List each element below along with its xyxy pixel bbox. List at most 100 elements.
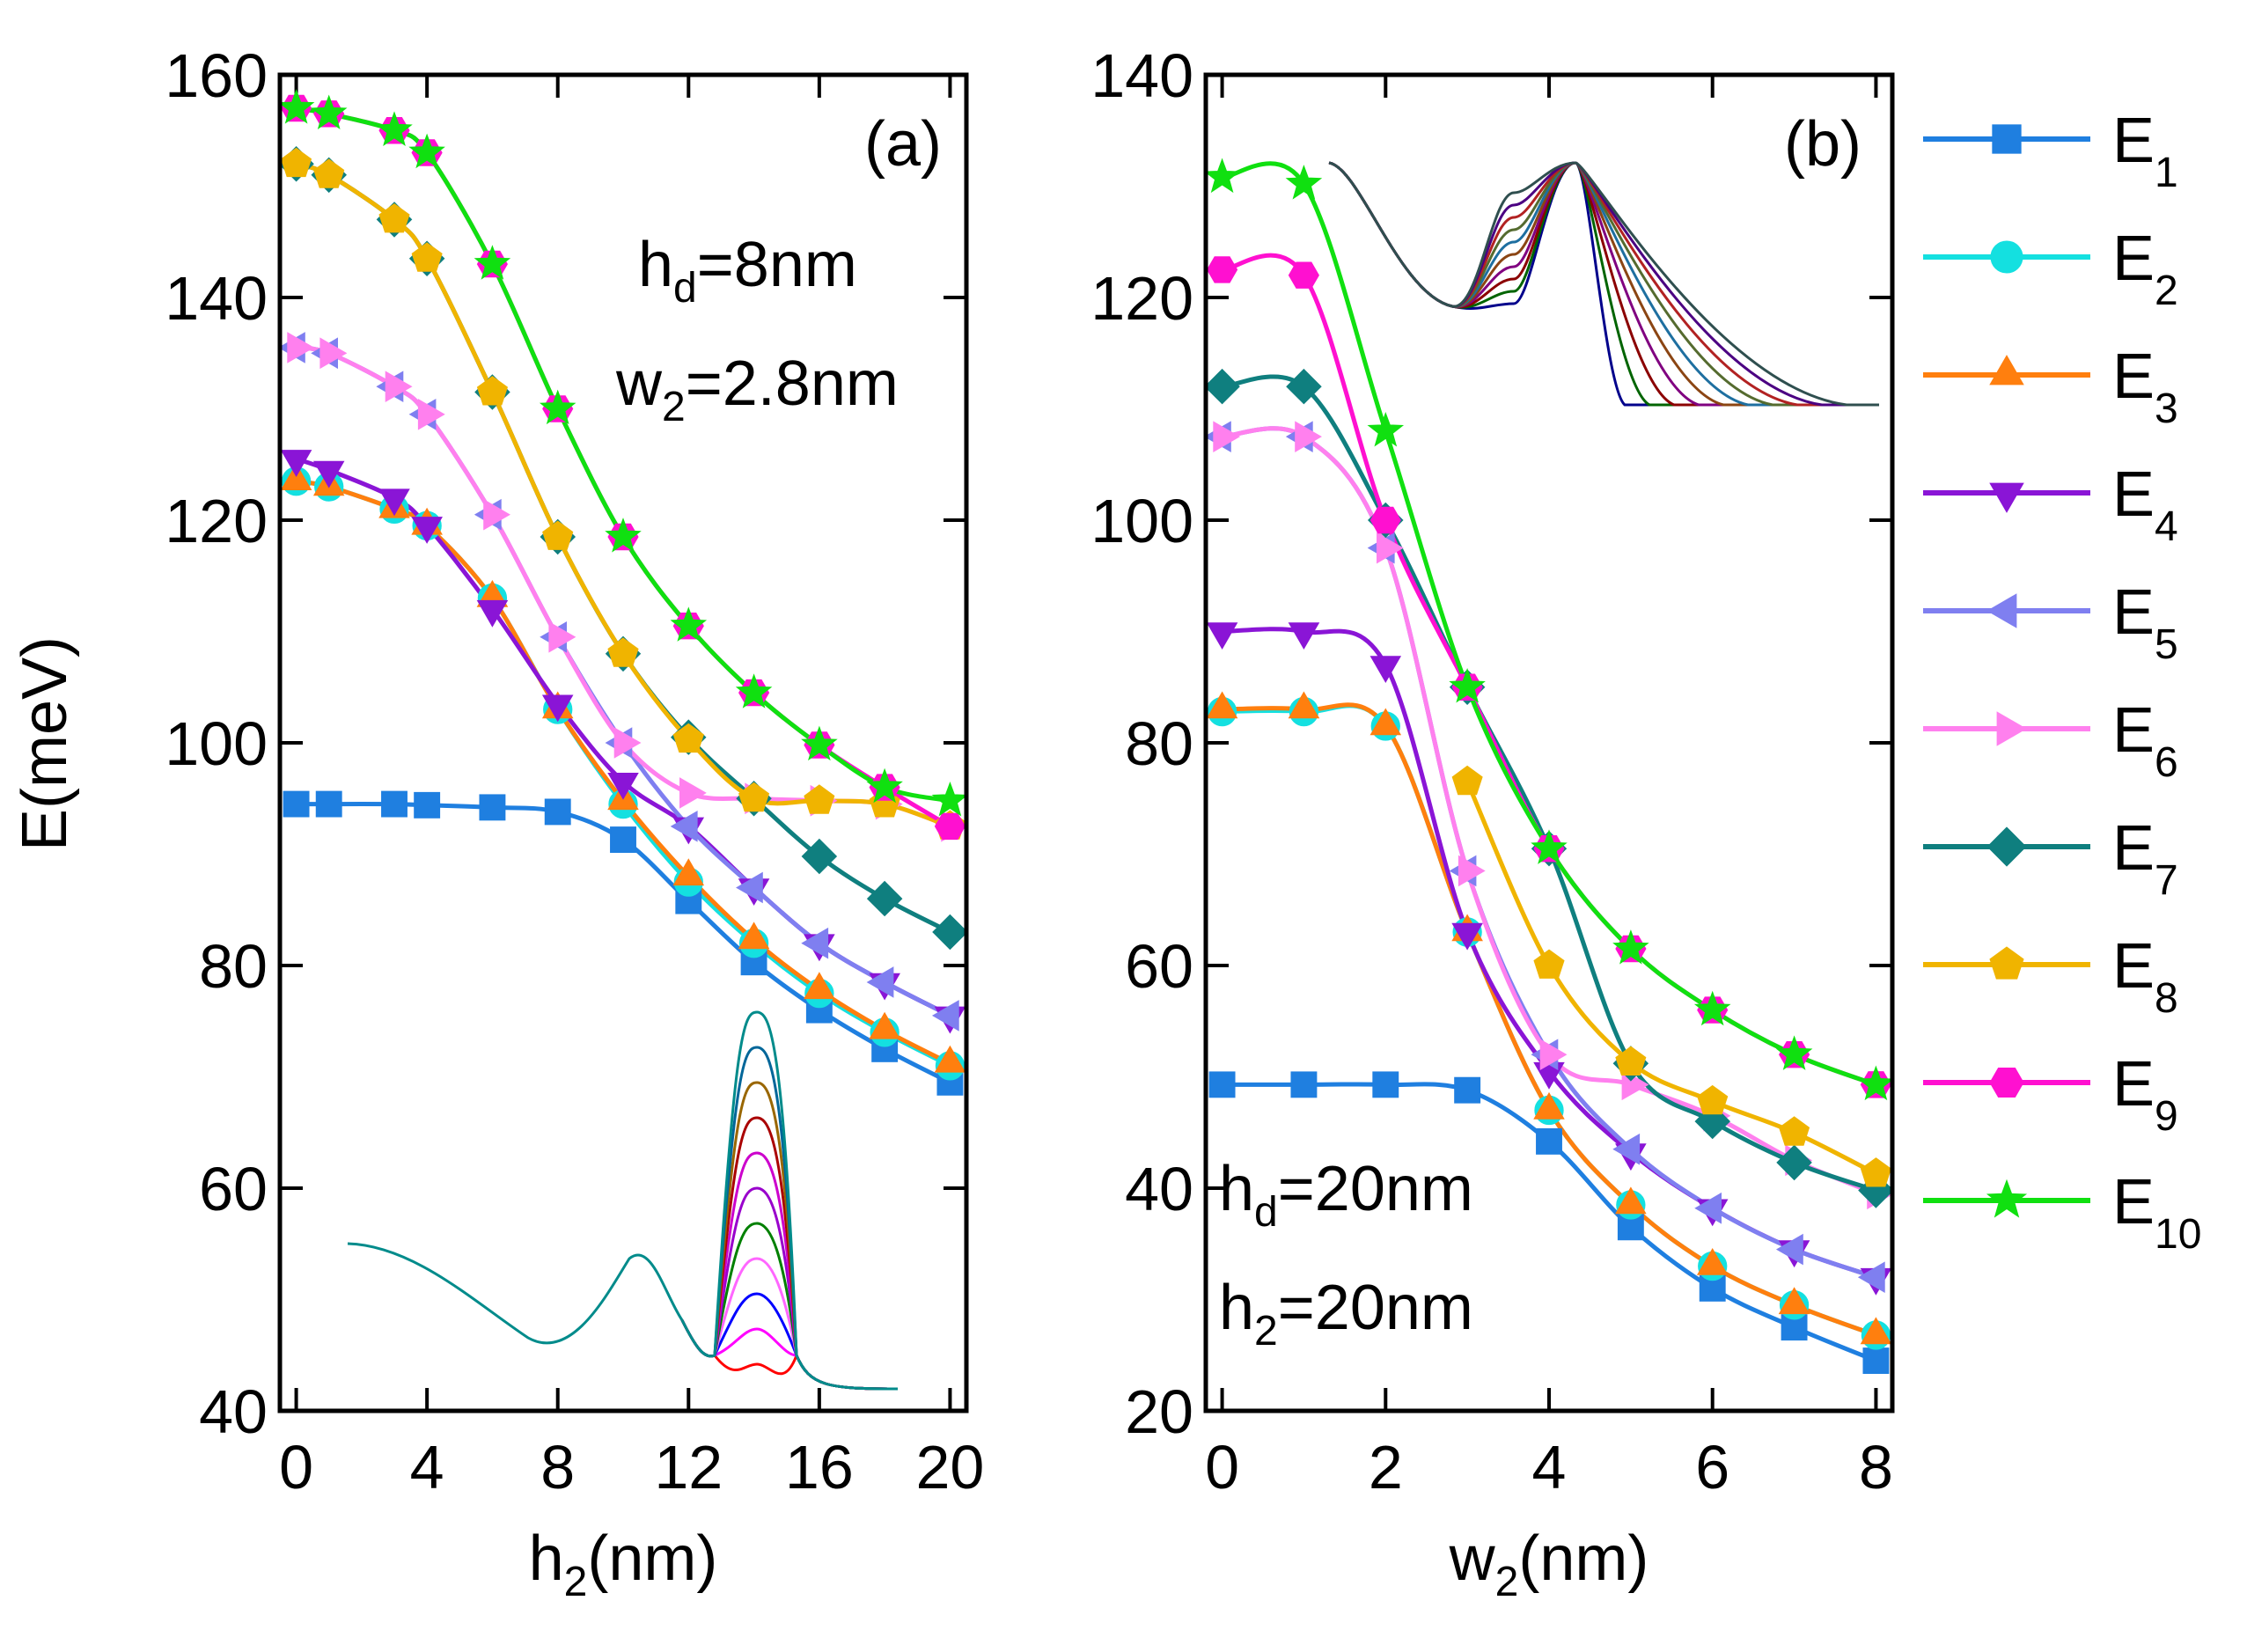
panel-b-series-line-E10: [1222, 161, 1877, 1087]
panel-a-point-E6: [548, 621, 576, 653]
panel-a-point-E8: [672, 723, 704, 753]
panel-b-point-E10: [1449, 667, 1486, 703]
panel-a-point-E6: [417, 399, 445, 430]
panel-b-point-E3: [1778, 1287, 1810, 1315]
panel-b-point-E9: [1288, 261, 1319, 289]
panel-b-series-line-E7: [1222, 374, 1877, 1193]
panel-a-xtick-label: 4: [410, 1433, 444, 1501]
panel-b-point-E10: [1693, 990, 1731, 1026]
panel-a-point-E3: [934, 1045, 966, 1073]
panel-b-point-E5: [1612, 1133, 1641, 1165]
panel-b-inset-curves: [1328, 161, 1879, 407]
panel-a-point-E10: [931, 781, 969, 817]
panel-a-point-E6: [679, 777, 707, 809]
panel-a-point-E10: [310, 94, 348, 129]
panel-a-point-E4: [378, 488, 410, 517]
legend-entry-E1: E1: [1923, 106, 2178, 196]
panel-a-point-E10: [376, 111, 413, 146]
panel-a-point-E4: [541, 694, 574, 723]
panel-b-point-E4: [1369, 656, 1402, 684]
panel-a-point-E8: [313, 158, 345, 188]
panel-b-point-E8: [1860, 1157, 1891, 1187]
panel-b-point-E6: [1213, 421, 1241, 452]
legend-label: E1: [2112, 106, 2178, 196]
legend: E1 E2 E3 E4 E5 E6 E7 E8 E9 E10: [1923, 106, 2201, 1258]
panel-b-label: (b): [1784, 109, 1861, 180]
panel-b-point-E7: [1204, 368, 1240, 405]
legend-marker: [1992, 124, 2022, 154]
panel-a-point-E10: [539, 389, 576, 425]
panel-a-point-E6: [385, 371, 413, 402]
panel-b-point-E3: [1615, 1186, 1647, 1215]
panel-b-ytick-label: 40: [1125, 1155, 1193, 1223]
panel-a-point-E1: [544, 798, 571, 826]
panel-b-annotation-1: hd=20nm: [1219, 1154, 1473, 1236]
legend-marker: [1989, 946, 2024, 980]
panel-a-inset-curve-base: [347, 1242, 684, 1345]
panel-b-series-line-E6: [1222, 426, 1877, 1196]
panel-a-y-axis-title: E(meV): [10, 636, 80, 851]
panel-b-point-E8: [1451, 765, 1483, 796]
legend-marker: [1986, 1178, 2028, 1218]
panel-b-xtick-label: 4: [1532, 1433, 1567, 1501]
legend-entry-E3: E3: [1923, 341, 2178, 432]
panel-b-point-E5: [1776, 1233, 1803, 1266]
panel-a-point-E10: [605, 518, 642, 553]
panel-b-point-E3: [1288, 691, 1320, 719]
panel-b-point-E1: [1862, 1347, 1890, 1375]
panel-a-point-E5: [866, 966, 894, 998]
panel-a-point-E10: [670, 606, 708, 642]
panel-a-xtick-label: 20: [915, 1433, 984, 1501]
panel-a-series: [277, 89, 969, 1096]
panel-a-point-E4: [280, 450, 312, 478]
panel-b-point-E1: [1208, 1071, 1236, 1098]
panel-a-ytick-label: 60: [199, 1155, 268, 1223]
panel-a-annotation-1: hd=8nm: [638, 230, 857, 312]
legend-label: E10: [2112, 1167, 2201, 1258]
panel-a-point-E10: [474, 245, 511, 280]
panel-b-point-E4: [1451, 922, 1483, 951]
legend-marker: [1989, 482, 2024, 513]
panel-b-point-E10: [1285, 165, 1323, 200]
panel-b-point-E8: [1615, 1046, 1647, 1076]
legend-label: E8: [2112, 931, 2178, 1022]
panel-b-point-E3: [1696, 1247, 1729, 1275]
panel-b-point-E1: [1290, 1071, 1318, 1098]
panel-b-point-E10: [1857, 1065, 1895, 1101]
panel-a-point-E8: [738, 782, 770, 812]
legend-label: E5: [2112, 577, 2178, 668]
panel-b-point-E5: [1694, 1192, 1722, 1224]
panel-a-point-E10: [408, 133, 445, 169]
panel-a-point-E8: [607, 637, 639, 667]
panel-a-ytick-label: 160: [165, 41, 268, 110]
panel-b-series: [1203, 158, 1895, 1375]
panel-a-ytick-label: 140: [165, 264, 268, 333]
panel-b-ytick-label: 80: [1125, 709, 1193, 778]
legend-entry-E5: E5: [1923, 577, 2178, 668]
panel-a-point-E10: [735, 673, 773, 709]
panel-b-point-E1: [1454, 1076, 1481, 1104]
panel-a-ticks: 0 4 8 12 16 20 40 60 80 100 120 140 160: [165, 41, 984, 1501]
panel-a-frame: [277, 72, 969, 1413]
panel-b-point-E4: [1206, 622, 1238, 650]
panel-b-annotation-2: h2=20nm: [1219, 1273, 1473, 1355]
panel-a-label: (a): [864, 109, 942, 180]
legend-entry-E10: E10: [1923, 1167, 2201, 1258]
panel-a-point-E10: [866, 767, 903, 804]
panel-a-point-E8: [804, 784, 835, 814]
panel-b-ytick-label: 100: [1090, 487, 1193, 555]
panel-b-point-E10: [1531, 829, 1568, 864]
panel-a-point-E3: [804, 972, 835, 1000]
panel-b-ytick-label: 140: [1090, 41, 1193, 110]
panel-a-point-E4: [476, 599, 509, 628]
panel-b-point-E3: [1206, 691, 1238, 719]
legend-marker: [1990, 240, 2023, 274]
legend-entry-E9: E9: [1923, 1049, 2178, 1140]
legend-marker: [1996, 711, 2027, 746]
panel-a-point-E3: [869, 1011, 900, 1039]
panel-b-point-E5: [1857, 1261, 1885, 1293]
panel-a-ytick-label: 40: [199, 1377, 268, 1446]
panel-b-point-E7: [1776, 1144, 1812, 1181]
panel-b-point-E3: [1533, 1091, 1565, 1120]
